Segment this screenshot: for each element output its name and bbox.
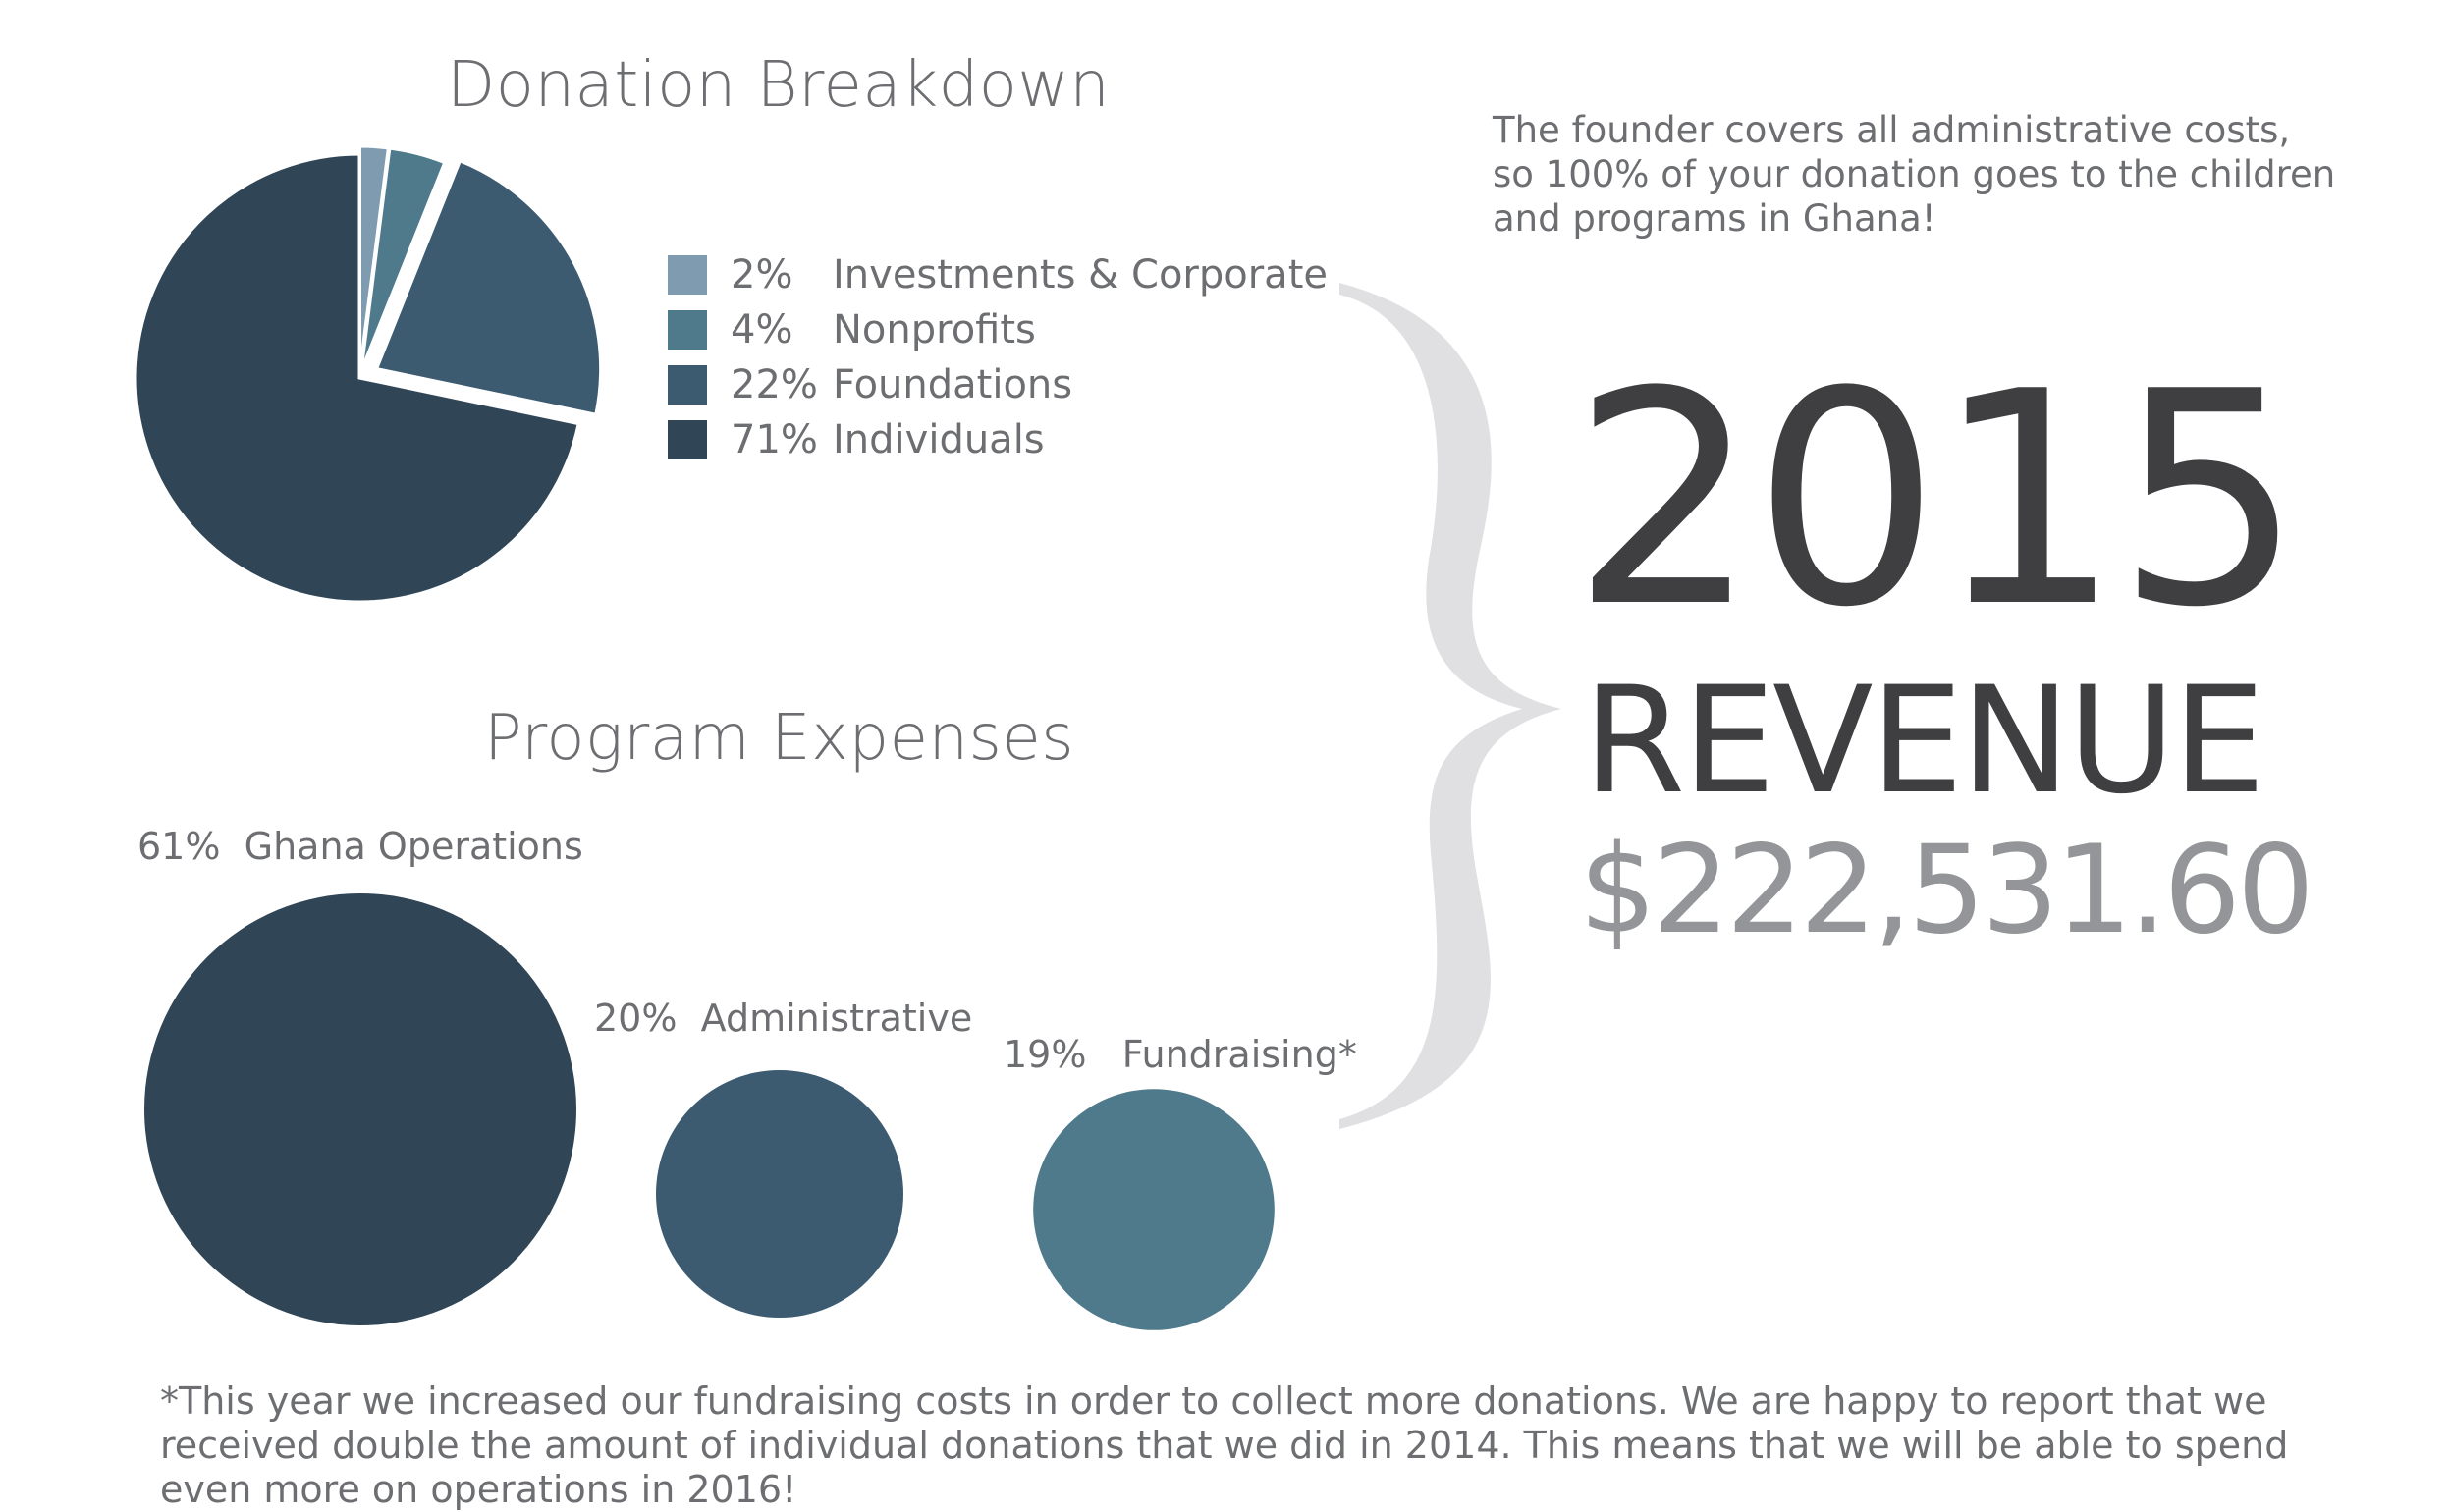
legend-percent: 4% [731, 307, 793, 352]
bubble-ghana-operations [144, 893, 576, 1325]
headline-amount: $222,531.60 [1579, 820, 2314, 961]
pie-slice-individuals [134, 152, 580, 604]
bubble-category: Ghana Operations [244, 825, 583, 868]
headline-revenue: REVENUE [1583, 656, 2265, 827]
brace-decoration [1339, 283, 1561, 1129]
legend-percent: 22% [731, 362, 818, 407]
pie-slice-investments-corporate [358, 144, 391, 371]
expense-bubbles [144, 893, 1275, 1330]
legend-swatch [668, 420, 707, 459]
donation-pie [134, 144, 603, 604]
footnote: *This year we increased our fundraising … [160, 1379, 2289, 1511]
bubble-category: Fundraising* [1121, 1033, 1357, 1076]
legend-item: 2% Investments & Corporate [668, 252, 1328, 297]
bubble-fundraising [1033, 1089, 1275, 1330]
bubble-label-administrative: 20% Administrative [594, 997, 972, 1040]
legend-percent: 2% [731, 252, 793, 297]
legend-item: 22% Foundations [668, 362, 1073, 407]
bubble-percent: 61% [137, 825, 221, 868]
legend-label: Foundations [833, 362, 1073, 407]
bubble-chart-title: Program Expenses [484, 702, 1075, 775]
founder-note: The founder covers all administrative co… [1493, 109, 2336, 240]
legend-item: 4% Nonprofits [668, 307, 1036, 352]
legend-swatch [668, 255, 707, 295]
legend-label: Individuals [833, 417, 1045, 462]
headline-year: 2015 [1571, 329, 2303, 672]
legend-swatch [668, 310, 707, 350]
legend-label: Investments & Corporate [833, 252, 1328, 297]
legend-swatch [668, 365, 707, 405]
legend-item: 71% Individuals [668, 417, 1045, 462]
legend-percent: 71% [731, 417, 818, 462]
pie-slice-nonprofits [359, 146, 447, 371]
bubble-percent: 20% [594, 997, 678, 1040]
bubble-percent: 19% [1004, 1033, 1087, 1076]
legend-label: Nonprofits [833, 307, 1036, 352]
bubble-administrative [656, 1070, 903, 1318]
bubble-label-fundraising: 19% Fundraising* [1004, 1033, 1357, 1076]
bubble-label-ghana: 61% Ghana Operations [137, 825, 583, 868]
pie-chart-title: Donation Breakdown [447, 49, 1111, 122]
pie-slice-foundations [374, 158, 603, 417]
bubble-category: Administrative [700, 997, 973, 1040]
